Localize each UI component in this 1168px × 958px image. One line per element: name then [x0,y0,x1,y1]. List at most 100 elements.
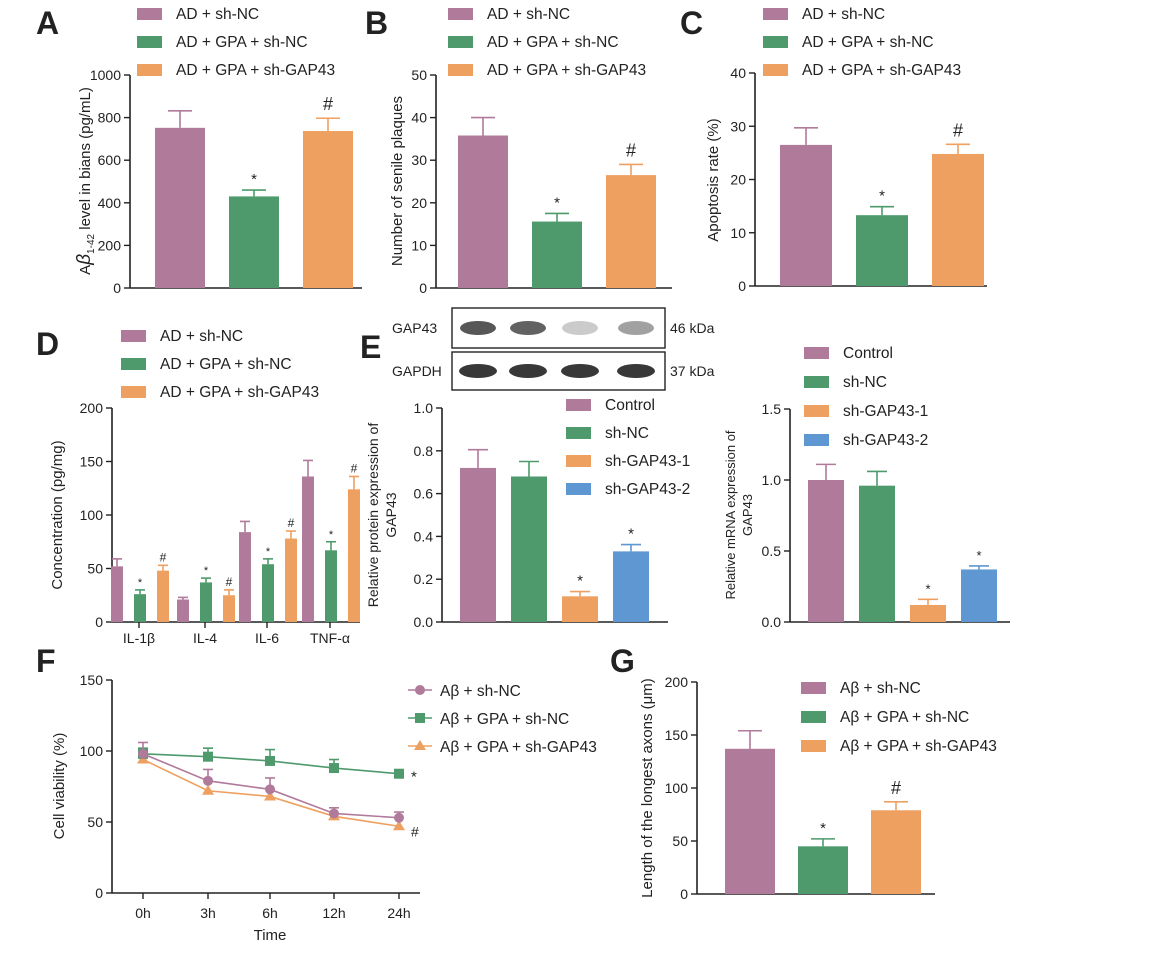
y-tick-label: 30 [730,118,746,134]
panel-a: 0 200 400 600 800 1000 * # AD + sh-NC AD + GPA + … [74,6,362,296]
bar [348,489,360,622]
y-tick-label: 150 [80,454,104,470]
bar [302,476,314,622]
data-point [393,820,405,831]
panel-e2: 0.0 0.5 1.0 1.5 * * Control sh-NC sh-GAP43-1 sh-G… [723,345,1010,630]
bar [285,538,297,622]
y-tick-label: 0 [680,886,688,902]
legend-e1-3-swatch [566,483,591,495]
y-tick-label: 0 [95,614,103,630]
bar [856,215,908,286]
data-point [264,790,276,801]
legend-e1-0-swatch [566,399,591,411]
bar [223,595,235,622]
blot-kda: 37 kDa [670,363,715,379]
panel-label-b: B [365,5,388,41]
y-tick-label: 1.5 [762,401,782,417]
significance-mark: * [554,194,560,211]
significance-mark: * [329,529,334,541]
legend-a-1-label: AD + GPA + sh-NC [176,34,308,51]
bar [780,144,832,286]
panel-c: 0 10 20 30 40 * # AD + sh-NC AD + GPA + sh-NC AD … [705,6,987,294]
bar [111,566,123,622]
x-tick-label: 3h [200,905,216,921]
y-tick-label: 40 [411,110,427,126]
y-tick-label: 20 [411,195,427,211]
significance-mark: * [820,820,826,837]
legend-e2-3-label: sh-GAP43-2 [843,432,928,449]
y-axis-title: Concentration (pg/mg) [49,440,66,589]
data-point [329,763,339,774]
data-point [394,812,404,823]
y-tick-label: 200 [665,674,689,690]
x-tick-label: IL-1β [123,630,155,646]
y-tick-label: 50 [411,67,427,83]
y-tick-label: 0 [113,280,121,296]
y-tick-label: 800 [98,110,122,126]
legend-b-0-label: AD + sh-NC [487,6,570,23]
x-tick-label: IL-4 [193,630,217,646]
y-axis-title: Apoptosis rate (%) [705,118,722,241]
panel-label-a: A [36,5,59,41]
blot-band [617,364,655,378]
significance-mark: # [288,516,295,530]
data-point [203,775,213,786]
legend-c-2-swatch [763,64,788,76]
blot-label: GAP43 [392,320,437,336]
legend-d-2-swatch [121,386,146,398]
bar [871,810,921,894]
y-tick-label: 0 [95,885,103,901]
y-axis-title: Length of the longest axons (μm) [639,678,656,898]
bar [458,135,508,288]
legend-b-1-swatch [448,36,473,48]
significance-mark: # [953,120,963,140]
x-tick-label: 0h [135,905,151,921]
bar [200,582,212,622]
y-axis-title: Relative mRNA expression of GAP43 [723,430,755,599]
bar [303,131,353,288]
legend-c-2-label: AD + GPA + sh-GAP43 [802,62,961,79]
legend-f-marker [415,685,425,695]
y-tick-label: 40 [730,65,746,81]
y-tick-label: 200 [80,400,104,416]
legend-e1-1-label: sh-NC [605,425,649,442]
legend-e1-1-swatch [566,427,591,439]
significance-mark: # [160,550,167,564]
legend-g-1-swatch [801,711,826,723]
x-tick-label: 24h [387,905,410,921]
y-tick-label: 0.8 [414,443,434,459]
legend-f-label: Aβ + GPA + sh-GAP43 [440,739,597,756]
x-tick-label: 6h [262,905,278,921]
legend-e2-2-label: sh-GAP43-1 [843,403,928,420]
data-point [329,808,339,819]
panel-g: 0 50 100 150 200 * # Aβ + sh-NC Aβ + GPA + sh-NC… [639,674,997,902]
bar [606,175,656,288]
legend-e2-1-swatch [804,376,829,388]
panel-label-d: D [36,326,59,362]
panel-f: 0 50 100 150 0h 3h 6h 12h 24h Time Cell viability … [51,672,597,944]
y-tick-label: 0 [738,278,746,294]
significance-mark: * [138,577,143,589]
y-tick-label: 0.0 [762,614,782,630]
bar [613,551,649,622]
legend-g-2-label: Aβ + GPA + sh-GAP43 [840,738,997,755]
y-tick-label: 150 [665,727,689,743]
significance-mark: # [626,140,636,160]
y-tick-label: 0 [419,280,427,296]
bar [910,604,946,622]
legend-g-0-label: Aβ + sh-NC [840,680,921,697]
data-point [138,748,148,759]
legend-a-1-swatch [137,36,162,48]
y-tick-label: 50 [87,814,103,830]
bar [229,196,279,288]
data-point [394,768,404,779]
legend-e1-2-swatch [566,455,591,467]
panel-label-c: C [680,5,703,41]
panel-e1: 0.0 0.2 0.4 0.6 0.8 1.0 * * Control sh-NC sh-GAP43… [365,397,690,630]
panel-d: 0 50 100 150 200 * * * * # # # # IL-1β IL-4 IL-6 TNF-α AD… [49,328,360,646]
significance-mark: * [976,548,981,563]
legend-g-2-swatch [801,740,826,752]
bar [460,467,496,622]
significance-mark: # [323,94,333,114]
